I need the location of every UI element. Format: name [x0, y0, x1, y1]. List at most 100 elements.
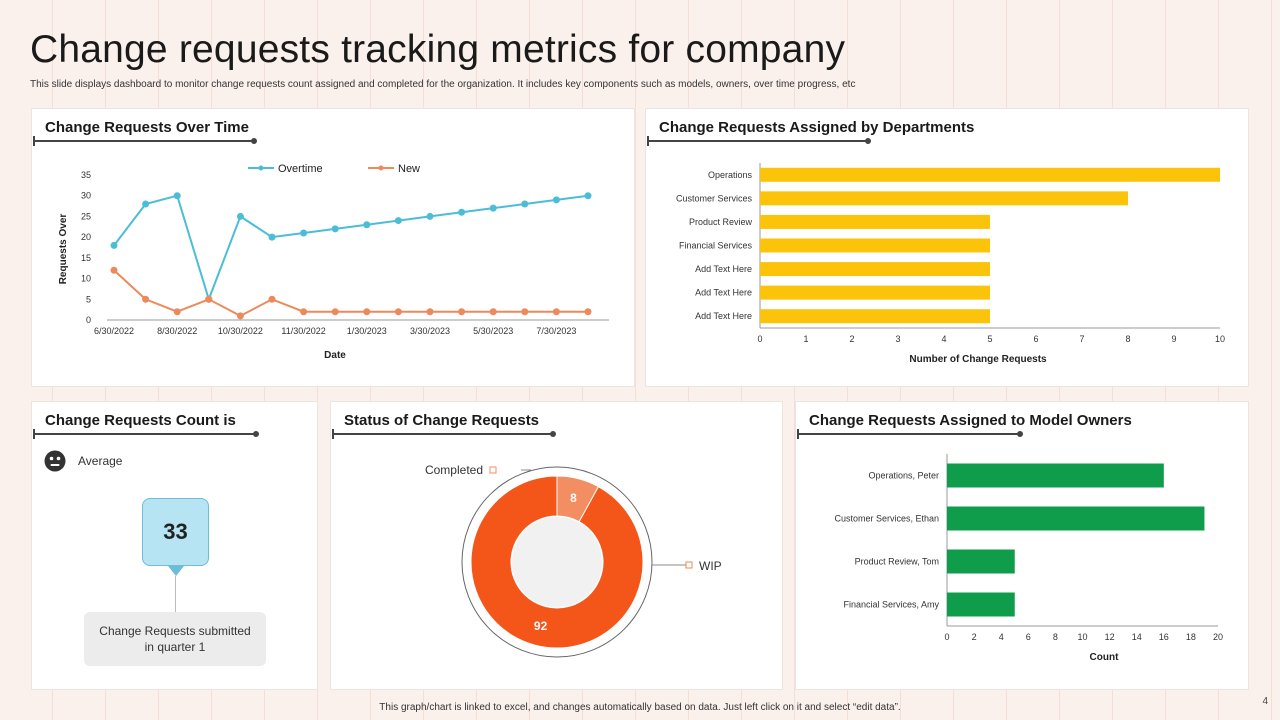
- data-point-1: [268, 295, 276, 303]
- bar: [760, 191, 1128, 206]
- data-point-0: [584, 192, 592, 200]
- x-tick-label: 10/30/2022: [218, 326, 263, 336]
- y-tick-label: 35: [81, 170, 91, 180]
- page-title: Change requests tracking metrics for com…: [30, 28, 846, 71]
- callout-marker-completed: [489, 466, 497, 474]
- x-tick-label: 2: [849, 334, 854, 344]
- count-caption: Change Requests submitted in quarter 1: [84, 612, 266, 666]
- category-label: Financial Services: [679, 241, 753, 251]
- legend-marker-0: [258, 165, 264, 171]
- y-tick-label: 30: [81, 191, 91, 201]
- x-tick-label: 6/30/2022: [94, 326, 134, 336]
- bar: [947, 506, 1205, 531]
- line-chart[interactable]: 0 5 10 15 20 25 30 35 6/30/2022 8/30/2022 10/30/20…: [32, 109, 636, 388]
- slice-value-label: 92: [534, 619, 548, 633]
- donut-hole: [512, 517, 602, 607]
- bar: [760, 238, 990, 253]
- bar: [760, 262, 990, 277]
- slice-value-label: 8: [570, 491, 577, 505]
- bar: [760, 167, 1220, 182]
- data-point-0: [363, 221, 371, 229]
- y-axis-title: Requests Over: [58, 214, 69, 285]
- panel-requests-count: Change Requests Count is Average 33 Chan…: [31, 401, 318, 690]
- status-donut-chart[interactable]: 8 92 Completed WIP: [331, 402, 784, 691]
- category-label: Customer Services: [676, 193, 753, 203]
- y-tick-label: 25: [81, 211, 91, 221]
- bar: [760, 285, 990, 300]
- legend-label-1: New: [398, 163, 420, 175]
- category-label: Customer Services, Ethan: [834, 514, 939, 524]
- data-point-0: [426, 212, 434, 220]
- data-point-1: [110, 266, 118, 274]
- face-eye-left: [49, 456, 54, 461]
- x-tick-label: 4: [999, 632, 1004, 642]
- data-point-1: [205, 295, 213, 303]
- callout-label-completed: Completed: [425, 463, 483, 477]
- x-axis-title: Count: [1090, 652, 1120, 663]
- owners-bar-chart[interactable]: 0 2 4 6 8 10 12 14 16 18 20 Operations, Peter Custom…: [796, 402, 1250, 691]
- data-point-1: [173, 308, 181, 316]
- data-point-1: [331, 308, 339, 316]
- face-circle: [44, 450, 66, 472]
- x-tick-label: 2: [972, 632, 977, 642]
- panel-title-over-time: Change Requests Over Time: [45, 119, 249, 136]
- outer-ring: [461, 466, 653, 658]
- data-point-0: [300, 229, 308, 237]
- category-label: Financial Services, Amy: [843, 600, 939, 610]
- data-point-1: [489, 308, 497, 316]
- category-label: Add Text Here: [695, 264, 752, 274]
- x-tick-label: 12: [1105, 632, 1115, 642]
- count-connector: [175, 576, 176, 612]
- x-axis-title: Number of Change Requests: [909, 354, 1047, 365]
- data-point-0: [331, 225, 339, 233]
- x-tick-label: 8/30/2022: [157, 326, 197, 336]
- y-tick-label: 20: [81, 232, 91, 242]
- callout-marker-wip: [685, 561, 693, 569]
- x-tick-label: 7/30/2023: [536, 326, 576, 336]
- panel-departments: Change Requests Assigned by Departments …: [645, 108, 1249, 387]
- title-divider: [332, 429, 556, 439]
- panel-title-status: Status of Change Requests: [344, 412, 540, 429]
- bar: [760, 309, 990, 324]
- category-label: Add Text Here: [695, 311, 752, 321]
- x-tick-label: 7: [1079, 334, 1084, 344]
- x-tick-label: 10: [1077, 632, 1087, 642]
- face-eye-right: [56, 456, 61, 461]
- page-number: 4: [1262, 696, 1268, 707]
- x-tick-label: 18: [1186, 632, 1196, 642]
- x-tick-label: 8: [1125, 334, 1130, 344]
- x-tick-label: 3: [895, 334, 900, 344]
- x-tick-label: 0: [757, 334, 762, 344]
- data-point-0: [458, 208, 466, 216]
- category-label: Operations, Peter: [868, 471, 939, 481]
- panel-model-owners: Change Requests Assigned to Model Owners…: [795, 401, 1249, 690]
- x-tick-label: 6: [1033, 334, 1038, 344]
- panel-title-count: Change Requests Count is: [45, 412, 236, 429]
- x-tick-label: 20: [1213, 632, 1223, 642]
- title-divider: [797, 429, 1023, 439]
- category-label: Operations: [708, 170, 753, 180]
- x-tick-label: 9: [1171, 334, 1176, 344]
- data-point-0: [521, 200, 529, 208]
- department-bar-chart[interactable]: 0 1 2 3 4 5 6 7 8 9 10 Operations Customer Services P…: [646, 109, 1250, 388]
- x-axis-title: Date: [324, 350, 346, 361]
- legend-marker-1: [378, 165, 384, 171]
- status-row: Average: [44, 450, 122, 472]
- x-tick-label: 1/30/2023: [347, 326, 387, 336]
- x-tick-label: 1: [803, 334, 808, 344]
- y-tick-label: 10: [81, 274, 91, 284]
- panel-status: Status of Change Requests 8 92 Completed WI…: [330, 401, 783, 690]
- category-label: Product Review, Tom: [855, 557, 939, 567]
- status-label: Average: [78, 454, 123, 468]
- legend-label-0: Overtime: [278, 163, 323, 175]
- panel-title-departments: Change Requests Assigned by Departments: [659, 119, 975, 136]
- x-tick-label: 3/30/2023: [410, 326, 450, 336]
- category-label: Add Text Here: [695, 288, 752, 298]
- data-point-0: [268, 233, 276, 241]
- data-point-0: [489, 204, 497, 212]
- y-tick-label: 15: [81, 253, 91, 263]
- data-point-1: [142, 295, 150, 303]
- data-point-1: [521, 308, 529, 316]
- title-divider: [33, 136, 257, 146]
- page-subtitle: This slide displays dashboard to monitor…: [30, 79, 856, 90]
